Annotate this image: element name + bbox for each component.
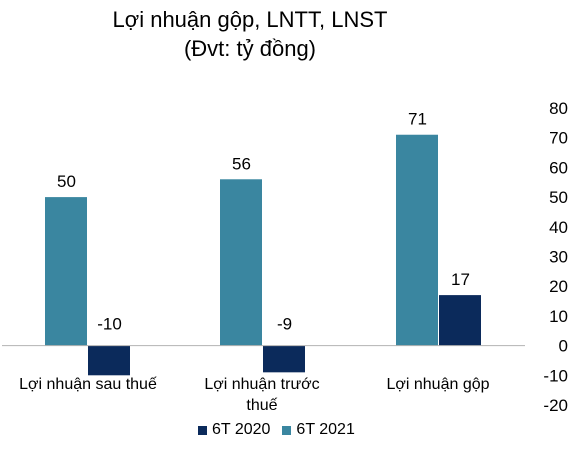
legend: 6T 2020 6T 2021 [198,421,361,439]
bar-2-3 [396,134,438,346]
bar-2-2 [220,179,262,346]
y-tick-label-4: 50 [549,188,568,207]
bar-2-1 [45,197,87,346]
data-label-1-3: 17 [451,270,470,289]
legend-swatch-series-1 [198,425,207,435]
legend-item-series-2: 6T 2021 [282,421,355,439]
bar-1-3 [439,295,481,346]
y-tick-label-2: 70 [549,129,568,148]
data-label-1-1: -10 [97,315,122,334]
x-tick-label-1: Lợi nhuận sau thuế [19,376,157,393]
y-tick-label-1: 80 [549,99,568,118]
chart-title: Lợi nhuận gộp, LNTT, LNST [112,7,388,32]
legend-swatch-series-2 [282,425,292,435]
y-tick-label-9: 0 [559,337,568,356]
data-label-2-3: 71 [408,110,427,129]
bar-1-1 [88,345,130,376]
data-label-2-1: 50 [57,172,76,191]
y-tick-label-5: 40 [549,218,568,237]
legend-label-series-1: 6T 2020 [212,421,271,438]
legend-label-series-2: 6T 2021 [296,421,355,438]
bar-1-2 [263,345,305,373]
y-tick-label-7: 20 [549,277,568,296]
data-label-2-2: 56 [232,154,251,173]
data-label-1-2: -9 [277,315,292,334]
y-tick-label-11: -20 [543,396,568,415]
y-tick-label-10: -10 [543,366,568,385]
x-tick-label-2-line-1: Lợi nhuận trước [204,376,319,393]
x-tick-label-3: Lợi nhuận gộp [386,376,489,393]
legend-item-series-1: 6T 2020 [198,421,270,439]
x-tick-label-2-line-2: thuế [246,397,277,414]
chart-subtitle: (Đvt: tỷ đồng) [183,36,317,61]
y-tick-label-8: 10 [549,307,568,326]
y-tick-label-6: 30 [549,248,568,267]
y-tick-label-3: 60 [549,158,568,177]
